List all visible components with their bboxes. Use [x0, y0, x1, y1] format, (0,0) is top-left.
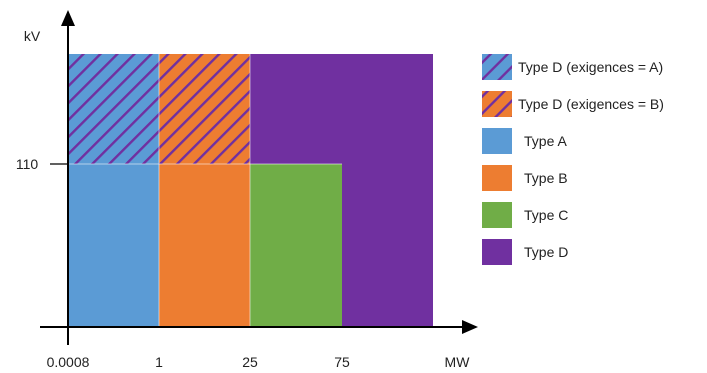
- legend-label: Type D (exigences = A): [518, 59, 663, 75]
- legend-label: Type C: [524, 207, 568, 223]
- axes-layer: kV MW 0.0008 1 25 75 110: [16, 10, 478, 370]
- legend-label: Type A: [524, 133, 567, 149]
- legend-label: Type D: [524, 244, 568, 260]
- x-tick-label: 1: [155, 354, 163, 370]
- region-type-c: [250, 164, 342, 327]
- legend-swatch: [482, 239, 512, 265]
- x-tick-label: 75: [334, 354, 350, 370]
- region-type-d: [342, 164, 433, 327]
- legend-swatch: [482, 202, 512, 228]
- legend-layer: Type D (exigences = A) Type D (exigences …: [482, 54, 664, 265]
- legend-swatch: [482, 91, 512, 117]
- region-type-d: [250, 54, 433, 164]
- region-type-a: [68, 164, 159, 327]
- x-tick-label: 25: [242, 354, 258, 370]
- y-axis-label: kV: [24, 28, 41, 44]
- legend-swatch: [482, 165, 512, 191]
- regions-layer: [68, 54, 433, 327]
- x-axis-label: MW: [445, 354, 471, 370]
- region-type-d-exigences-a: [68, 54, 159, 164]
- region-type-d-exigences-b: [159, 54, 250, 164]
- y-tick-label: 110: [16, 156, 39, 172]
- y-axis-arrow-icon: [61, 10, 75, 26]
- x-tick-label: 0.0008: [47, 354, 90, 370]
- legend-label: Type B: [524, 170, 568, 186]
- legend-swatch: [482, 128, 512, 154]
- legend-label: Type D (exigences = B): [518, 96, 664, 112]
- region-type-b: [159, 164, 250, 327]
- x-axis-arrow-icon: [462, 320, 478, 334]
- legend-swatch: [482, 54, 512, 80]
